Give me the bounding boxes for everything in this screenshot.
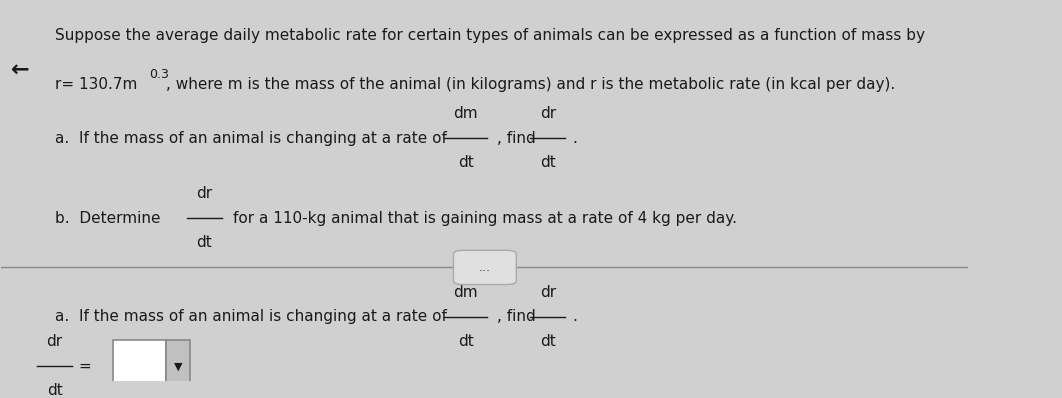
Text: a.  If the mass of an animal is changing at a rate of: a. If the mass of an animal is changing …: [54, 309, 446, 324]
Text: , where m is the mass of the animal (in kilograms) and r is the metabolic rate (: , where m is the mass of the animal (in …: [166, 77, 895, 92]
Text: r= 130.7m: r= 130.7m: [54, 77, 137, 92]
Text: dt: dt: [539, 155, 555, 170]
Text: dt: dt: [196, 235, 212, 250]
Text: =: =: [79, 359, 91, 374]
Text: dt: dt: [47, 383, 63, 398]
Text: dr: dr: [196, 186, 212, 201]
Text: dr: dr: [539, 106, 555, 121]
Text: for a 110-kg animal that is gaining mass at a rate of 4 kg per day.: for a 110-kg animal that is gaining mass…: [234, 211, 737, 226]
FancyBboxPatch shape: [166, 339, 190, 393]
Text: ...: ...: [479, 261, 491, 274]
Text: , find: , find: [497, 131, 536, 146]
FancyBboxPatch shape: [113, 339, 166, 393]
FancyBboxPatch shape: [453, 250, 516, 285]
Text: 0.3: 0.3: [150, 68, 169, 81]
Text: dr: dr: [539, 285, 555, 300]
Text: dm: dm: [453, 106, 478, 121]
Text: dr: dr: [47, 334, 63, 349]
Text: dt: dt: [539, 334, 555, 349]
Text: dt: dt: [458, 155, 474, 170]
Text: .: .: [572, 309, 577, 324]
Text: .: .: [572, 131, 577, 146]
Text: dm: dm: [453, 285, 478, 300]
Text: b.  Determine: b. Determine: [54, 211, 160, 226]
Text: ▼: ▼: [173, 361, 182, 371]
Text: dt: dt: [458, 334, 474, 349]
Text: , find: , find: [497, 309, 536, 324]
Text: Suppose the average daily metabolic rate for certain types of animals can be exp: Suppose the average daily metabolic rate…: [54, 28, 925, 43]
Text: a.  If the mass of an animal is changing at a rate of: a. If the mass of an animal is changing …: [54, 131, 446, 146]
Text: ←: ←: [11, 60, 30, 80]
